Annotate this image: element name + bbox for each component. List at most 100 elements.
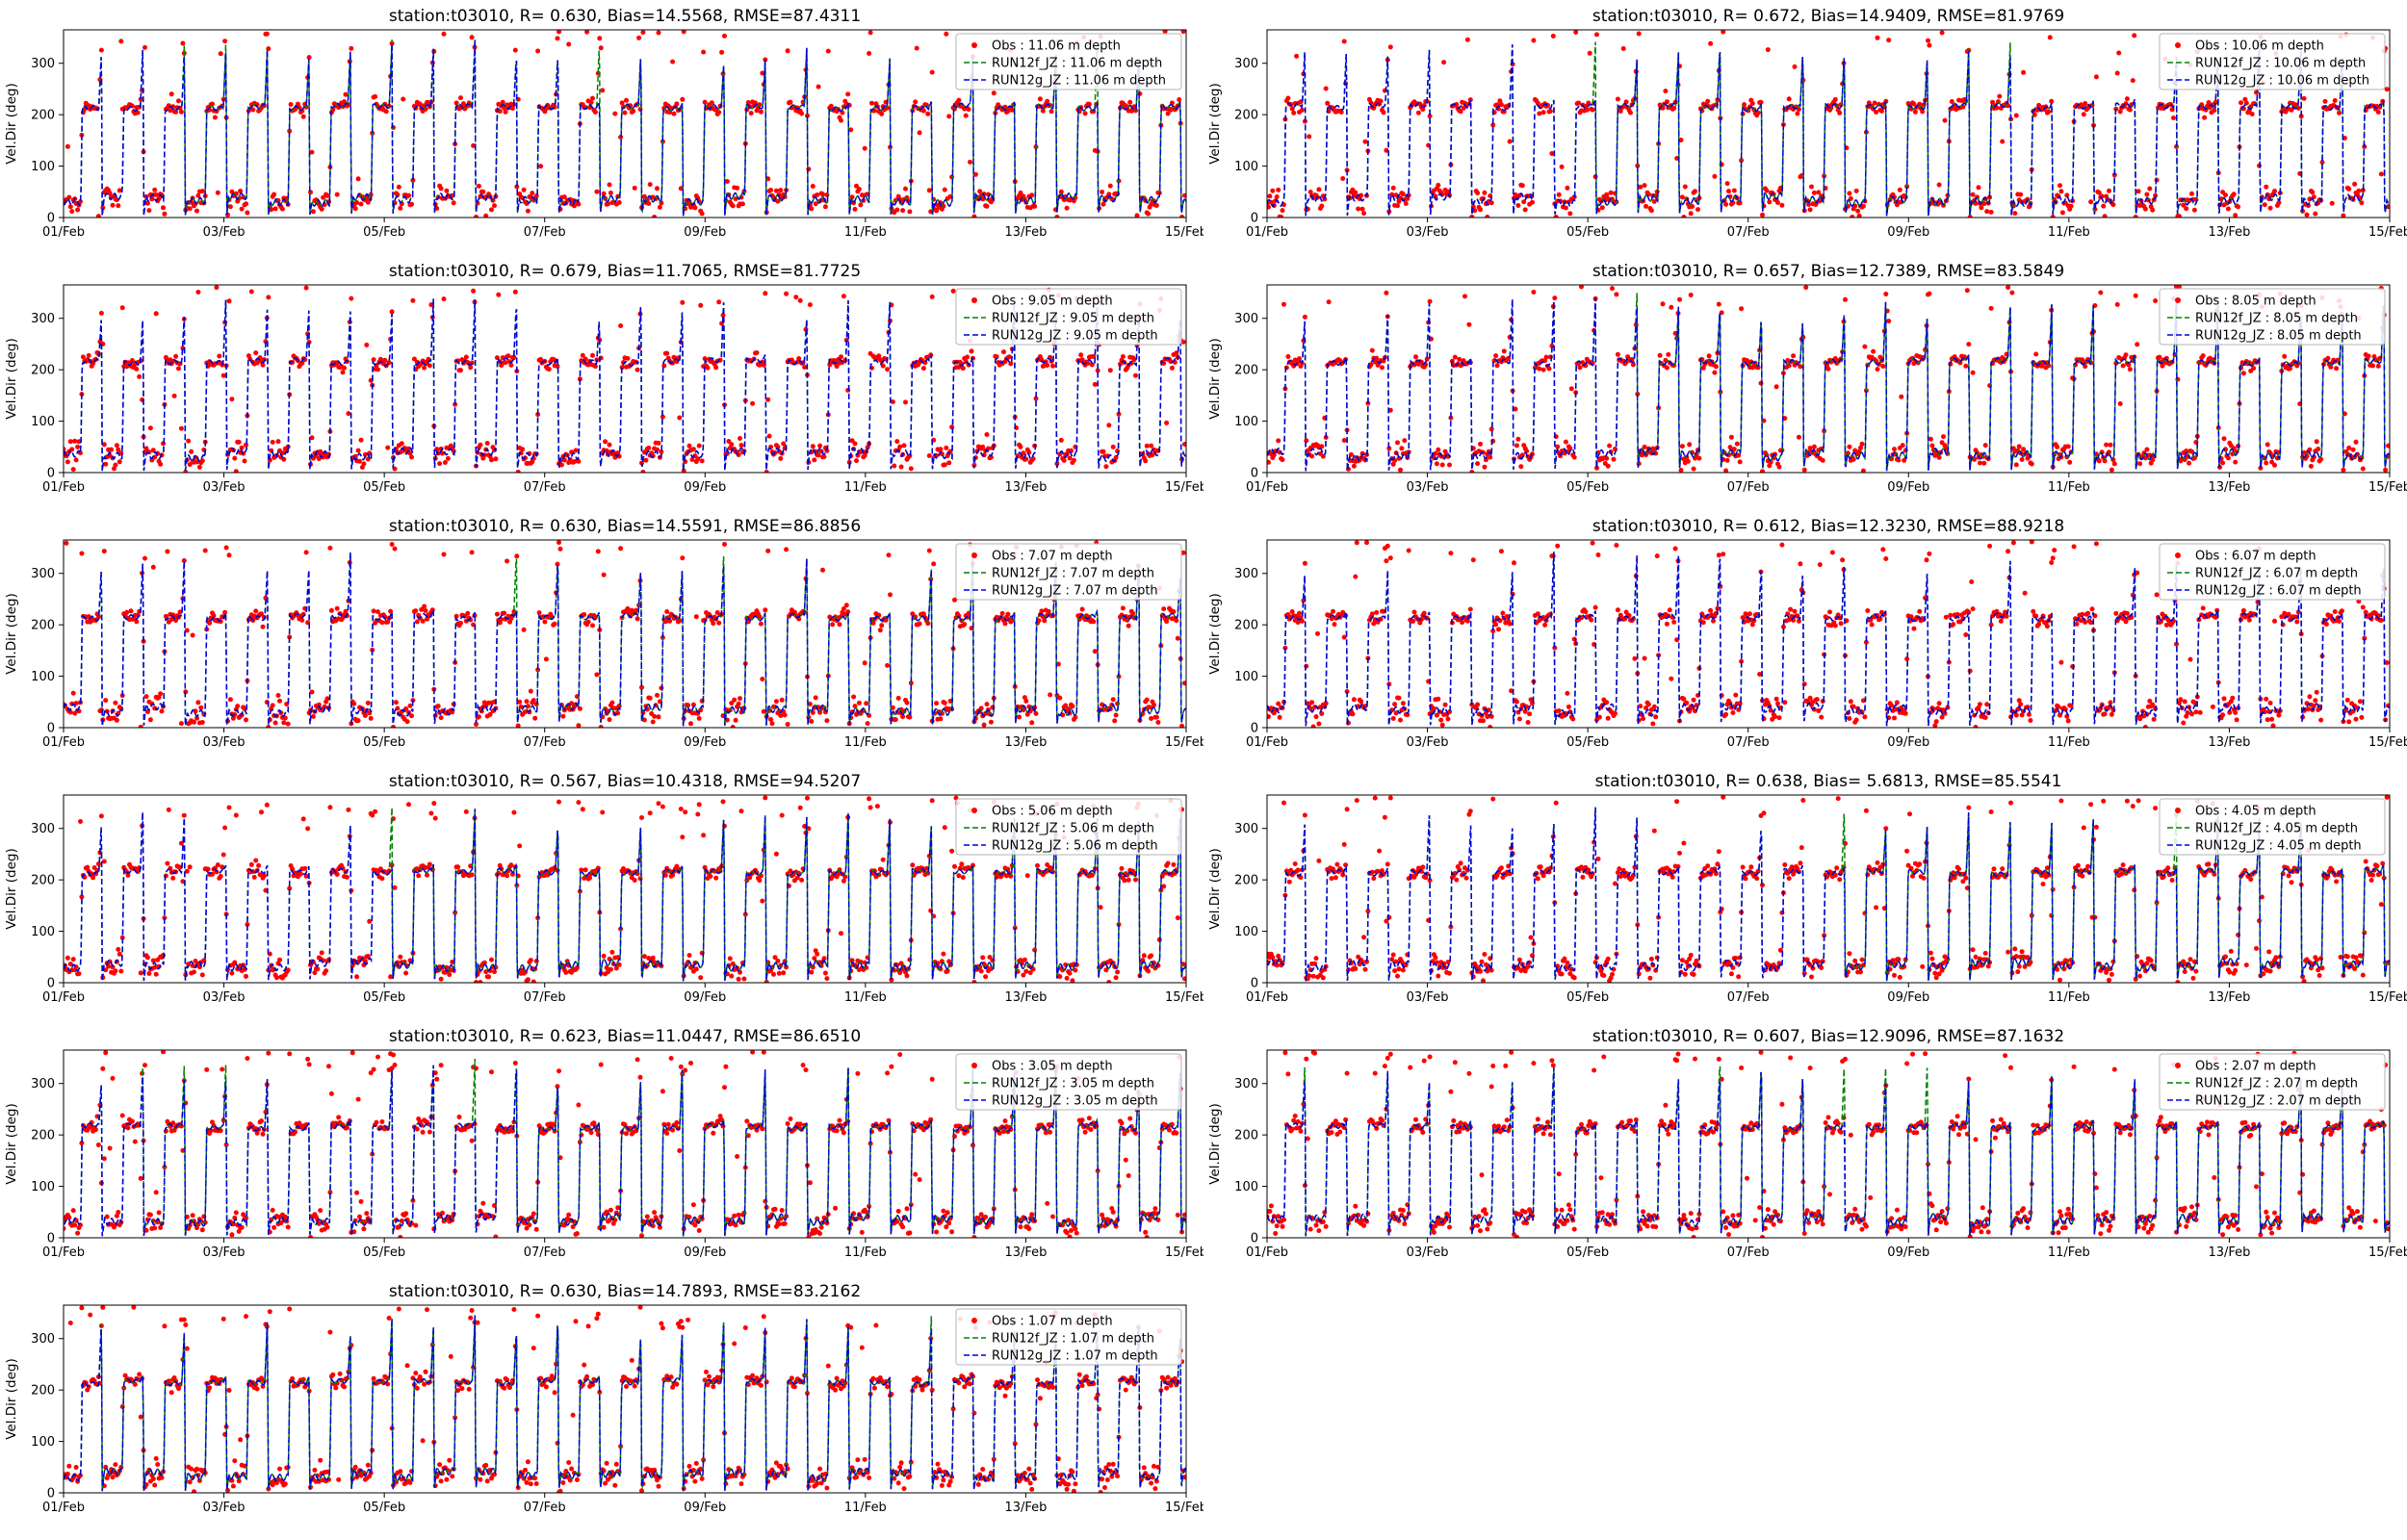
x-tick-label: 03/Feb xyxy=(203,1245,246,1260)
legend: Obs : 9.05 m depth RUN12f_JZ : 9.05 m dep… xyxy=(955,288,1182,346)
x-tick-label: 03/Feb xyxy=(1407,480,1449,495)
x-tick-label: 01/Feb xyxy=(42,1501,85,1515)
subplot-4.05m-depth: station:t03010, R= 0.638, Bias= 5.6813, … xyxy=(1207,772,2407,1005)
legend-label: RUN12g_JZ : 3.05 m depth xyxy=(992,1094,1158,1109)
subplot-title: station:t03010, R= 0.672, Bias=14.9409, … xyxy=(1592,7,2064,26)
legend-label: RUN12f_JZ : 4.05 m depth xyxy=(2195,822,2358,836)
x-tick-label: 09/Feb xyxy=(684,1245,726,1260)
y-axis: 0 100 200 300 xyxy=(31,822,64,991)
x-tick-label: 05/Feb xyxy=(1566,480,1609,495)
subplot-10.06m-depth: station:t03010, R= 0.672, Bias=14.9409, … xyxy=(1207,7,2407,240)
plot-border xyxy=(63,1049,1187,1239)
x-tick-label: 01/Feb xyxy=(42,225,85,240)
y-tick-label: 300 xyxy=(1234,567,1258,581)
legend-label: RUN12f_JZ : 2.07 m depth xyxy=(2195,1077,2358,1091)
legend-box xyxy=(955,543,1182,601)
y-axis: 0 100 200 300 xyxy=(1234,822,1267,991)
legend-obs-marker-icon xyxy=(2175,1063,2181,1068)
x-tick-label: 13/Feb xyxy=(2208,1245,2250,1260)
plot-border xyxy=(63,1304,1187,1494)
legend-box xyxy=(2159,543,2386,601)
subplot-2.07m-depth: station:t03010, R= 0.607, Bias=12.9096, … xyxy=(1207,1027,2407,1260)
x-tick-label: 13/Feb xyxy=(1004,1501,1047,1515)
y-tick-label: 0 xyxy=(47,1232,55,1246)
plot-border xyxy=(63,29,1187,218)
x-tick-label: 13/Feb xyxy=(1004,1245,1047,1260)
y-tick-label: 100 xyxy=(1234,160,1258,174)
x-axis: 01/Feb 03/Feb 05/Feb 07/Feb 09/Feb 11/Feb 13/F… xyxy=(42,218,1204,240)
legend-label: Obs : 3.05 m depth xyxy=(992,1060,1113,1074)
x-tick-label: 09/Feb xyxy=(1887,225,1929,240)
y-axis-label: Vel.Dir (deg) xyxy=(4,1358,19,1440)
legend-label: RUN12g_JZ : 2.07 m depth xyxy=(2195,1094,2362,1109)
subplot-3.05m-depth: station:t03010, R= 0.623, Bias=11.0447, … xyxy=(4,1027,1204,1260)
y-tick-label: 300 xyxy=(31,567,55,581)
x-tick-label: 11/Feb xyxy=(844,1245,887,1260)
y-tick-label: 0 xyxy=(47,212,55,226)
x-tick-label: 15/Feb xyxy=(2368,735,2407,750)
run12g-jz-line xyxy=(64,808,1186,982)
y-tick-label: 0 xyxy=(1251,212,1258,226)
x-tick-label: 01/Feb xyxy=(42,480,85,495)
legend-box xyxy=(955,1308,1182,1366)
x-tick-label: 07/Feb xyxy=(1727,225,1770,240)
y-tick-label: 300 xyxy=(31,312,55,326)
x-tick-label: 07/Feb xyxy=(1727,735,1770,750)
x-tick-label: 09/Feb xyxy=(684,1501,726,1515)
x-tick-label: 11/Feb xyxy=(2048,735,2090,750)
run12g-jz-line xyxy=(1267,1067,2390,1237)
x-tick-label: 15/Feb xyxy=(2368,225,2407,240)
legend-obs-marker-icon xyxy=(971,1318,977,1323)
y-tick-label: 200 xyxy=(1234,109,1258,123)
x-tick-label: 11/Feb xyxy=(844,990,887,1005)
x-tick-label: 15/Feb xyxy=(2368,990,2407,1005)
y-tick-label: 200 xyxy=(31,1384,55,1399)
y-tick-label: 300 xyxy=(31,57,55,71)
x-axis: 01/Feb 03/Feb 05/Feb 07/Feb 09/Feb 11/Feb 13/F… xyxy=(1246,218,2407,240)
legend-box xyxy=(2159,288,2386,346)
plot-border xyxy=(1266,284,2391,474)
x-tick-label: 07/Feb xyxy=(1727,1245,1770,1260)
legend-label: Obs : 10.06 m depth xyxy=(2195,39,2324,54)
y-axis: 0 100 200 300 xyxy=(31,57,64,226)
legend: Obs : 2.07 m depth RUN12f_JZ : 2.07 m dep… xyxy=(2159,1053,2386,1111)
legend-label: RUN12g_JZ : 5.06 m depth xyxy=(992,839,1158,854)
plot-border xyxy=(63,539,1187,729)
x-tick-label: 15/Feb xyxy=(2368,480,2407,495)
y-tick-label: 100 xyxy=(31,160,55,174)
legend-label: RUN12f_JZ : 1.07 m depth xyxy=(992,1332,1154,1347)
y-tick-label: 100 xyxy=(1234,925,1258,939)
x-tick-label: 03/Feb xyxy=(1407,735,1449,750)
legend-obs-marker-icon xyxy=(2175,42,2181,48)
subplot-title: station:t03010, R= 0.623, Bias=11.0447, … xyxy=(389,1027,861,1046)
legend-box xyxy=(2159,1053,2386,1111)
run12g-jz-line xyxy=(64,552,1186,727)
x-tick-label: 09/Feb xyxy=(684,225,726,240)
x-tick-label: 09/Feb xyxy=(1887,735,1929,750)
y-axis-label: Vel.Dir (deg) xyxy=(4,848,19,930)
x-tick-label: 07/Feb xyxy=(524,480,566,495)
x-tick-label: 05/Feb xyxy=(1566,225,1609,240)
x-tick-label: 15/Feb xyxy=(1165,225,1204,240)
x-axis: 01/Feb 03/Feb 05/Feb 07/Feb 09/Feb 11/Feb 13/F… xyxy=(42,1493,1204,1515)
legend-box xyxy=(955,1053,1182,1111)
plot-border xyxy=(1266,29,2391,218)
y-tick-label: 0 xyxy=(1251,1232,1258,1246)
plot-border xyxy=(1266,1049,2391,1239)
legend-label: RUN12g_JZ : 6.07 m depth xyxy=(2195,584,2362,599)
run12g-jz-line xyxy=(64,1064,1186,1237)
x-tick-label: 15/Feb xyxy=(1165,990,1204,1005)
y-axis-label: Vel.Dir (deg) xyxy=(4,83,19,165)
legend-box xyxy=(2159,33,2386,90)
x-axis: 01/Feb 03/Feb 05/Feb 07/Feb 09/Feb 11/Feb 13/F… xyxy=(1246,473,2407,495)
x-tick-label: 09/Feb xyxy=(1887,990,1929,1005)
x-tick-label: 11/Feb xyxy=(844,735,887,750)
y-axis-label: Vel.Dir (deg) xyxy=(4,1103,19,1185)
legend-obs-marker-icon xyxy=(971,297,977,303)
x-tick-label: 13/Feb xyxy=(2208,735,2250,750)
run12g-jz-line xyxy=(64,39,1186,217)
legend: Obs : 1.07 m depth RUN12f_JZ : 1.07 m dep… xyxy=(955,1308,1182,1366)
x-tick-label: 05/Feb xyxy=(363,735,405,750)
x-tick-label: 05/Feb xyxy=(1566,1245,1609,1260)
